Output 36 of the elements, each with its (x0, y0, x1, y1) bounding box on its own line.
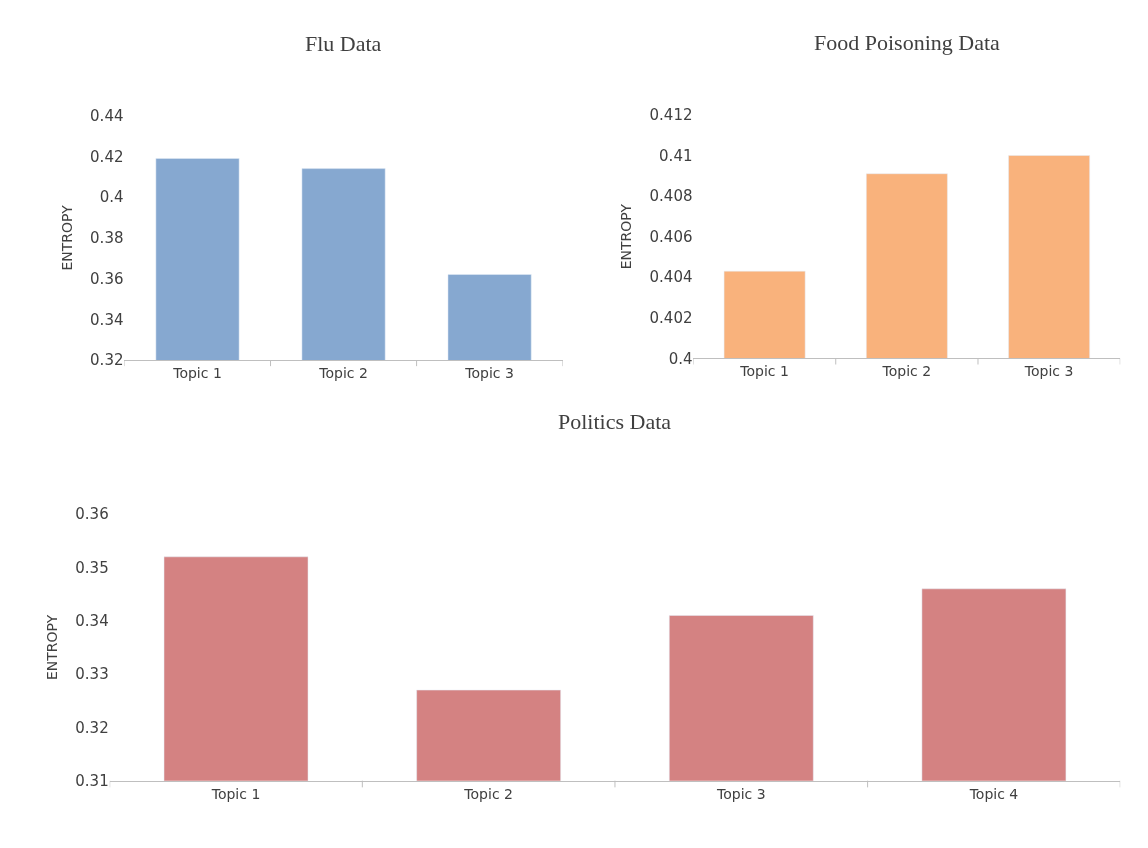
y-tick-label: 0.38 (90, 229, 124, 248)
x-tick-label: Topic 4 (968, 785, 1019, 802)
x-tick-label: Topic 2 (318, 364, 368, 381)
chart-title: Politics Data (558, 409, 672, 434)
y-tick-label: 0.31 (75, 771, 109, 790)
y-tick-label: 0.44 (90, 106, 124, 125)
chart-title: Food Poisoning Data (814, 30, 1001, 55)
chart-title: Flu Data (305, 31, 382, 56)
y-tick-label: 0.41 (659, 146, 693, 165)
y-tick-label: 0.33 (75, 665, 109, 684)
y-tick-label: 0.35 (75, 558, 109, 577)
x-tick-label: Topic 2 (881, 363, 932, 380)
y-tick-label: 0.408 (649, 187, 693, 206)
y-tick-label: 0.32 (90, 351, 124, 370)
y-tick-label: 0.36 (90, 269, 124, 288)
y-tick-label: 0.32 (75, 718, 109, 737)
y-tick-label: 0.402 (649, 309, 693, 328)
y-tick-label: 0.412 (649, 106, 693, 125)
x-tick-label: Topic 3 (464, 364, 514, 381)
y-tick-label: 0.34 (75, 612, 109, 631)
y-axis-title: ENTROPY (43, 614, 60, 681)
x-tick-label: Topic 1 (210, 785, 261, 802)
x-tick-label: Topic 3 (1023, 363, 1074, 380)
x-tick-label: Topic 1 (739, 363, 789, 380)
x-tick-label: Topic 3 (716, 785, 766, 802)
y-tick-label: 0.36 (75, 505, 109, 524)
x-tick-label: Topic 2 (463, 785, 513, 802)
y-tick-label: 0.4 (99, 188, 124, 207)
y-tick-label: 0.406 (649, 227, 693, 246)
x-tick-label: Topic 1 (172, 364, 222, 381)
y-tick-label: 0.404 (649, 268, 693, 287)
y-axis-title: ENTROPY (58, 204, 75, 271)
y-tick-label: 0.4 (668, 349, 693, 368)
y-tick-label: 0.42 (90, 147, 124, 166)
y-axis-title: ENTROPY (618, 203, 635, 270)
y-tick-label: 0.34 (90, 310, 124, 329)
